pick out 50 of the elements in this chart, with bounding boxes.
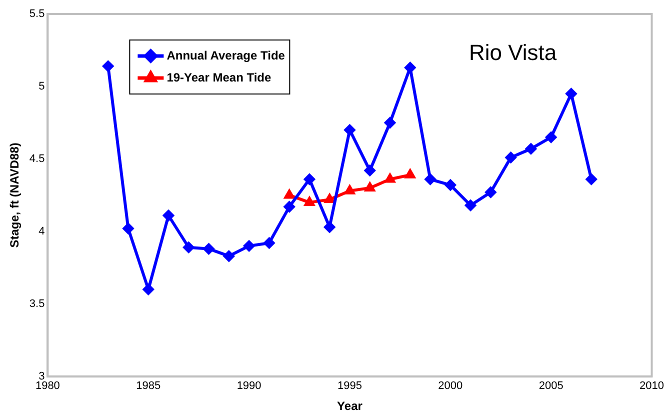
y-tick-label: 5.5	[29, 8, 45, 20]
point	[284, 201, 295, 212]
point	[223, 250, 234, 262]
y-tick-label: 5	[38, 80, 45, 93]
point	[405, 169, 416, 178]
point	[364, 165, 376, 176]
legend-label: 19-Year Mean Tide	[166, 70, 272, 84]
point	[183, 242, 194, 253]
legend-label: Annual Average Tide	[166, 48, 286, 62]
point	[344, 124, 356, 136]
point	[586, 174, 597, 185]
point	[384, 117, 396, 128]
point	[424, 174, 436, 185]
point	[102, 60, 114, 72]
point	[404, 62, 416, 74]
point	[444, 180, 456, 191]
x-tick-label: 1980	[35, 380, 60, 392]
x-tick-label: 2010	[640, 380, 664, 392]
x-axis-title: Year	[337, 399, 363, 414]
point	[465, 200, 476, 211]
point	[566, 88, 577, 100]
point	[142, 284, 154, 295]
x-tick-label: 1990	[236, 380, 262, 392]
y-axis-title: Stage, ft (NAVD88)	[8, 142, 22, 248]
point	[163, 210, 174, 221]
y-tick-label: 3	[38, 370, 45, 382]
point	[344, 185, 355, 194]
point	[122, 223, 134, 234]
x-tick-label: 2005	[538, 380, 564, 392]
point	[385, 174, 395, 183]
annotation: Rio Vista	[469, 40, 558, 66]
x-tick-label: 1985	[136, 380, 161, 392]
point	[244, 240, 255, 252]
point	[284, 190, 294, 199]
y-tick-label: 4.5	[29, 152, 45, 165]
x-tick-label: 1995	[337, 380, 362, 392]
point	[485, 186, 496, 198]
point	[304, 196, 314, 206]
y-tick-label: 4	[38, 225, 45, 238]
point	[304, 174, 315, 185]
point	[525, 143, 536, 154]
point	[203, 243, 214, 254]
point	[364, 182, 375, 192]
point	[324, 222, 336, 233]
point	[264, 238, 275, 249]
x-tick-label: 2000	[438, 380, 463, 392]
point	[546, 132, 557, 143]
point	[324, 194, 335, 204]
y-tick-label: 3.5	[29, 298, 45, 310]
point	[505, 152, 516, 164]
